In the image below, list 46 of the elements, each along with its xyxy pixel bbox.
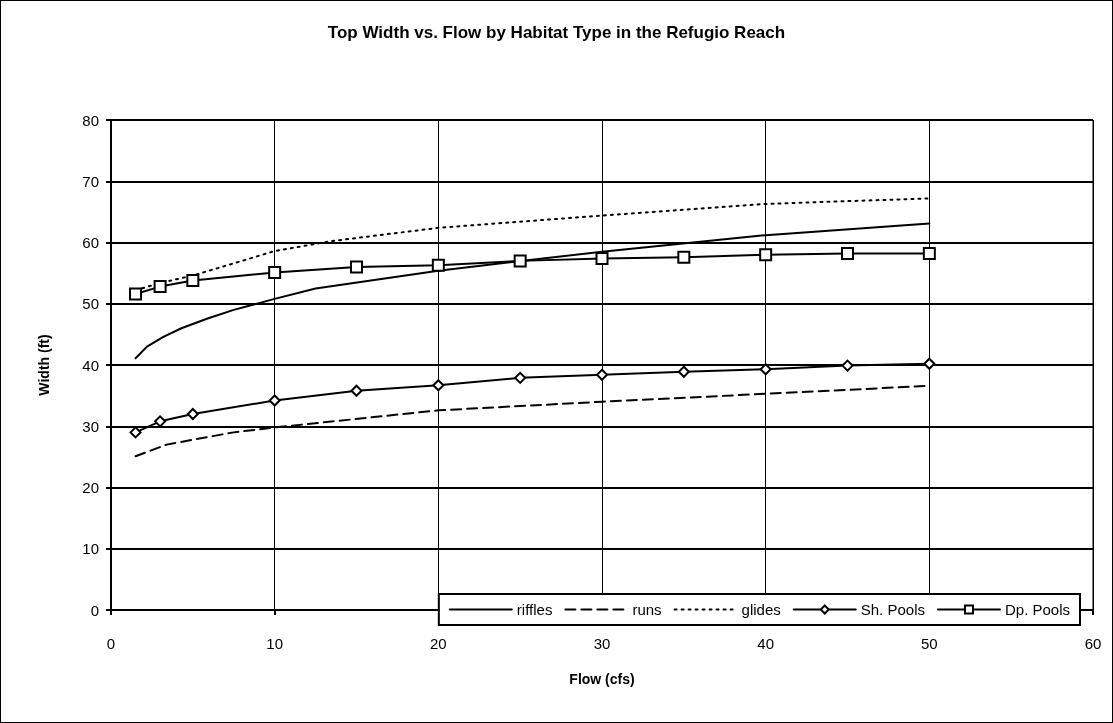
y-tick-label: 40	[82, 356, 99, 374]
point	[153, 280, 167, 294]
point	[268, 266, 282, 280]
point	[595, 251, 609, 265]
x-tick-label: 40	[757, 635, 775, 652]
y-axis-title: Width (ft)	[36, 334, 52, 396]
point	[350, 384, 363, 397]
legend-label: Dp. Pools	[1004, 601, 1071, 618]
y-tick-label: 30	[82, 417, 99, 435]
y-tick-label: 50	[82, 295, 99, 313]
point	[677, 250, 691, 264]
legend-label: Sh. Pools	[860, 601, 925, 618]
point	[129, 287, 143, 301]
point	[186, 408, 199, 420]
y-tick-label: 20	[82, 479, 99, 496]
chart-title: Top Width vs. Flow by Habitat Type in the Refugio Reach	[327, 23, 786, 42]
point	[186, 273, 200, 287]
y-tick-label: 70	[82, 172, 99, 190]
x-axis-title: Flow (cfs)	[569, 671, 635, 687]
point	[596, 368, 608, 381]
point	[514, 371, 527, 384]
y-tick-label: 80	[82, 111, 99, 129]
point	[841, 359, 854, 372]
x-tick-label: 10	[266, 635, 284, 652]
y-tick-label: 10	[82, 540, 99, 558]
x-tick-label: 30	[593, 635, 611, 652]
x-tick-label: 0	[106, 635, 116, 652]
point	[432, 379, 445, 392]
y-tick-label: 0	[90, 601, 99, 619]
point	[350, 260, 363, 274]
point	[431, 258, 445, 272]
point	[513, 254, 527, 268]
point	[923, 357, 936, 370]
legend-label: runs	[632, 601, 662, 618]
x-tick-label: 20	[429, 635, 447, 652]
point	[841, 247, 854, 261]
point	[922, 247, 936, 261]
point	[677, 365, 690, 378]
y-tick-label: 60	[82, 234, 99, 251]
point	[759, 248, 773, 262]
x-tick-label: 50	[920, 635, 938, 652]
point	[268, 394, 281, 407]
point	[759, 363, 772, 376]
legend-label: glides	[741, 601, 781, 618]
x-tick-label: 60	[1084, 635, 1102, 652]
legend-label: riffles	[516, 601, 553, 618]
